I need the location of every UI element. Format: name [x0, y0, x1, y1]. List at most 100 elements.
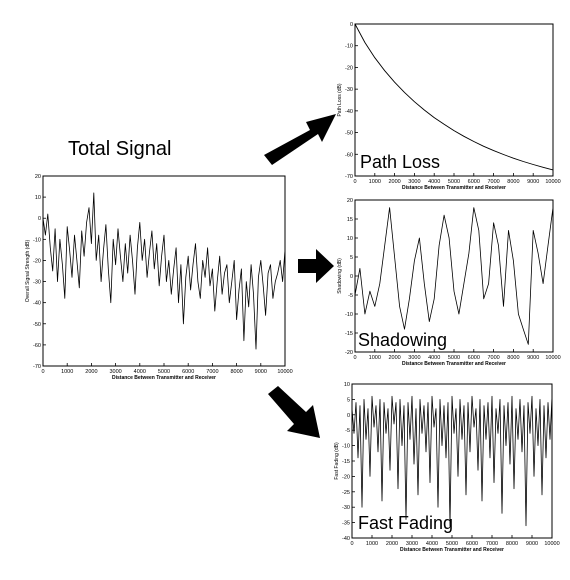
fastfading-y-tick-label: -35 — [342, 521, 350, 527]
pathloss-y-axis-label: Path Loss (dB) — [337, 83, 343, 116]
shadowing-y-tick-label: 0 — [350, 274, 353, 280]
total-x-tick-label: 8000 — [230, 369, 242, 375]
shadowing-y-tick-label: -20 — [345, 350, 353, 356]
pathloss-x-axis-label: Distance Between Transmitter and Receive… — [402, 185, 506, 191]
pathloss-x-tick-label: 4000 — [428, 179, 440, 185]
total-x-tick-label: 3000 — [109, 369, 121, 375]
total-x-tick-label: 2000 — [85, 369, 97, 375]
total-y-tick-label: -20 — [33, 258, 41, 264]
shadowing-y-tick-label: -15 — [345, 331, 353, 337]
pathloss-x-tick-label: 3000 — [408, 179, 420, 185]
shadowing-series-line — [354, 207, 554, 345]
pathloss-x-tick-label: 9000 — [527, 179, 539, 185]
pathloss-y-tick-label: -60 — [345, 152, 353, 158]
shadowing-x-tick-label: 0 — [353, 355, 356, 361]
total-x-tick-label: 0 — [41, 369, 44, 375]
diagram-title: Total Signal — [68, 138, 172, 160]
pathloss-x-tick-label: 10000 — [545, 179, 560, 185]
fast-fading-chart: 0 1000 2000 3000 4000 5000 6000 7000 8000 9000 100… — [334, 382, 560, 553]
shadowing-x-tick-label: 9000 — [527, 355, 539, 361]
shadowing-x-tick-label: 7000 — [487, 355, 499, 361]
total-x-tick-label: 9000 — [255, 369, 267, 375]
total-x-tick-label: 6000 — [182, 369, 194, 375]
fastfading-y-tick-label: -40 — [342, 536, 350, 542]
pathloss-y-tick-label: -30 — [345, 87, 353, 93]
pathloss-x-tick-label: 0 — [353, 179, 356, 185]
shadowing-y-tick-label: 5 — [350, 255, 353, 261]
fastfading-y-tick-label: 0 — [347, 413, 350, 419]
total-x-tick-label: 5000 — [158, 369, 170, 375]
path-loss-chart: 0 1000 2000 3000 4000 5000 6000 7000 8000 9000 100… — [337, 22, 561, 191]
pathloss-y-tick-label: -10 — [345, 44, 353, 50]
pathloss-x-tick-label: 8000 — [507, 179, 519, 185]
total-plot-frame — [42, 175, 286, 367]
pathloss-panel-label: Path Loss — [360, 152, 440, 172]
fastfading-x-tick-label: 0 — [350, 541, 353, 547]
total-x-tick-label: 4000 — [134, 369, 146, 375]
total-y-tick-label: 20 — [35, 174, 41, 180]
total-y-tick-label: -10 — [33, 237, 41, 243]
pathloss-y-tick-label: -40 — [345, 109, 353, 115]
pathloss-series-line — [354, 23, 554, 171]
fastfading-x-tick-label: 3000 — [406, 541, 418, 547]
fastfading-y-tick-label: -30 — [342, 505, 350, 511]
pathloss-y-tick-label: 0 — [350, 22, 353, 28]
total-x-tick-label: 7000 — [206, 369, 218, 375]
fastfading-x-tick-label: 7000 — [486, 541, 498, 547]
total-x-tick-label: 10000 — [277, 369, 292, 375]
shadowing-x-tick-label: 4000 — [428, 355, 440, 361]
fastfading-x-tick-label: 10000 — [544, 541, 559, 547]
shadowing-x-tick-label: 1000 — [369, 355, 381, 361]
shadowing-x-axis-label: Distance Between Transmitter and Receive… — [402, 361, 506, 367]
total-x-tick-label: 1000 — [61, 369, 73, 375]
arrow-to-fast-fading — [268, 386, 320, 438]
fastfading-y-tick-label: -20 — [342, 474, 350, 480]
shadowing-panel-label: Shadowing — [358, 330, 447, 350]
pathloss-x-tick-label: 6000 — [468, 179, 480, 185]
shadowing-y-tick-label: -10 — [345, 312, 353, 318]
total-series-line — [42, 192, 286, 350]
fastfading-x-tick-label: 1000 — [366, 541, 378, 547]
fastfading-x-axis-label: Distance Between Transmitter and Receive… — [400, 547, 504, 553]
total-x-axis-label: Distance Between Transmitter and Receive… — [112, 375, 216, 381]
shadowing-x-tick-label: 10000 — [545, 355, 560, 361]
total-y-tick-label: -60 — [33, 343, 41, 349]
shadowing-x-tick-label: 6000 — [468, 355, 480, 361]
shadowing-x-tick-label: 2000 — [388, 355, 400, 361]
fastfading-y-tick-label: -10 — [342, 444, 350, 450]
shadowing-x-tick-label: 3000 — [408, 355, 420, 361]
total-signal-chart: 0 1000 2000 3000 4000 5000 6000 7000 8000 9000 100… — [25, 174, 293, 381]
total-y-tick-label: -70 — [33, 364, 41, 370]
shadowing-y-tick-label: -5 — [348, 293, 353, 299]
fastfading-y-tick-label: 10 — [344, 382, 350, 388]
total-y-axis-label: Overall Signal Strength (dB) — [25, 240, 31, 303]
fastfading-y-axis-label: Fast Fading (dB) — [334, 442, 340, 480]
total-y-tick-label: 0 — [38, 216, 41, 222]
fastfading-x-tick-label: 2000 — [386, 541, 398, 547]
fastfading-y-tick-label: 5 — [347, 397, 350, 403]
fastfading-y-tick-label: -5 — [345, 428, 350, 434]
fastfading-panel-label: Fast Fading — [358, 513, 453, 533]
shadowing-y-tick-label: 15 — [347, 217, 353, 223]
arrow-to-shadowing — [298, 249, 334, 283]
fastfading-x-tick-label: 5000 — [446, 541, 458, 547]
fastfading-series-line — [351, 395, 553, 527]
pathloss-x-tick-label: 1000 — [369, 179, 381, 185]
total-y-tick-label: -40 — [33, 301, 41, 307]
pathloss-y-tick-label: -20 — [345, 65, 353, 71]
shadowing-x-tick-label: 8000 — [507, 355, 519, 361]
shadowing-y-tick-label: 10 — [347, 236, 353, 242]
shadowing-x-tick-label: 5000 — [448, 355, 460, 361]
fastfading-x-tick-label: 4000 — [426, 541, 438, 547]
pathloss-x-tick-label: 7000 — [487, 179, 499, 185]
shadowing-chart: 0 1000 2000 3000 4000 5000 6000 7000 8000 9000 100… — [337, 198, 561, 367]
arrow-to-path-loss — [264, 114, 336, 165]
fastfading-x-tick-label: 9000 — [526, 541, 538, 547]
pathloss-x-tick-label: 5000 — [448, 179, 460, 185]
pathloss-y-tick-label: -70 — [345, 174, 353, 180]
pathloss-y-tick-label: -50 — [345, 131, 353, 137]
fastfading-x-tick-label: 6000 — [466, 541, 478, 547]
total-y-tick-label: 10 — [35, 195, 41, 201]
shadowing-y-axis-label: Shadowing (dB) — [337, 258, 343, 294]
